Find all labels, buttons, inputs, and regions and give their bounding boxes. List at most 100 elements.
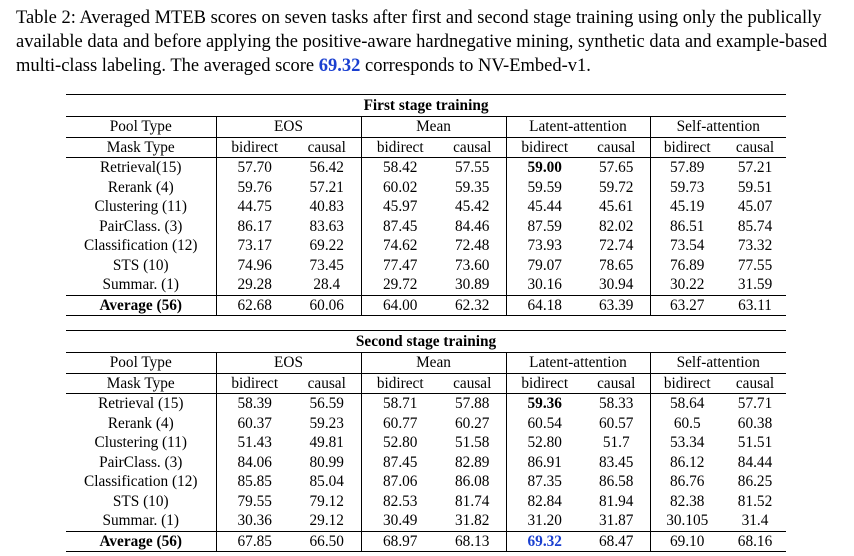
- pool-latent-attention: Latent-attention: [506, 352, 651, 374]
- score-cell: 57.71: [737, 395, 773, 412]
- mask-header: causal: [583, 136, 651, 158]
- table-row: STS (10) 79.55 79.12 82.53 81.74 82.84 81.94 82…: [66, 491, 786, 511]
- score-cell: 67.85: [216, 530, 293, 552]
- score-cell: 51.58: [439, 433, 507, 453]
- score-cell: 82.53: [383, 492, 418, 510]
- score-cell: 58.71: [383, 395, 418, 412]
- score-cell: 30.22: [670, 276, 705, 293]
- pool-self-attention: Self-attention: [650, 116, 787, 138]
- score-cell: 79.55: [237, 492, 272, 510]
- table-body: Retrieval (15) 58.39 56.59 58.71 57.88 59.36 5…: [66, 393, 787, 552]
- score-cell: 87.59: [527, 217, 562, 235]
- mask-header: causal: [439, 136, 507, 158]
- score-cell: 45.07: [737, 198, 773, 215]
- score-cell: 31.4: [741, 512, 769, 529]
- score-cell: 57.21: [293, 177, 362, 197]
- score-cell: 31.87: [583, 511, 651, 531]
- score-cell: 76.89: [670, 256, 705, 274]
- score-cell: 60.37: [237, 414, 272, 432]
- score-cell: 59.76: [237, 178, 272, 196]
- score-cell: 87.45: [383, 453, 418, 471]
- mask-header: bidirect: [506, 136, 583, 158]
- score-cell: 82.38: [670, 492, 705, 510]
- table-row: Rerank (4) 59.76 57.21 60.02 59.35 59.59 59.72…: [66, 177, 786, 197]
- table-row: Clustering (11) 44.75 40.83 45.97 45.42 45.44…: [66, 197, 786, 217]
- table-title: Second stage training: [66, 330, 787, 353]
- mask-header: bidirect: [361, 372, 439, 394]
- score-cell: 82.89: [439, 452, 507, 472]
- score-cell: 31.59: [737, 276, 773, 293]
- score-cell: 58.42: [383, 159, 418, 176]
- row-label: PairClass. (3): [66, 452, 217, 472]
- score-cell: 53.34: [670, 434, 705, 451]
- table-row: Classification (12) 85.85 85.04 87.06 86.08 8…: [66, 472, 786, 492]
- score-cell: 80.99: [293, 452, 362, 472]
- row-label: Clustering (11): [66, 433, 217, 453]
- score-cell: 87.06: [383, 473, 418, 490]
- score-cell: 74.96: [237, 256, 272, 274]
- score-cell: 45.19: [670, 198, 705, 215]
- score-cell: 85.85: [237, 473, 272, 490]
- score-cell: 60.5: [673, 414, 701, 432]
- score-cell: 73.93: [527, 237, 562, 254]
- row-label: STS (10): [66, 255, 217, 275]
- score-cell: 57.70: [237, 159, 272, 176]
- table-row: PairClass. (3) 86.17 83.63 87.45 84.46 87.59 8…: [66, 216, 786, 236]
- score-cell: 28.4: [293, 275, 362, 295]
- mask-header: bidirect: [216, 372, 293, 394]
- score-cell: 72.48: [439, 236, 507, 256]
- score-cell: 84.06: [237, 453, 272, 471]
- score-cell: 81.52: [737, 492, 773, 510]
- table-caption: Table 2: Averaged MTEB scores on seven t…: [16, 6, 842, 78]
- score-cell: 86.58: [583, 472, 651, 492]
- score-cell: 60.77: [383, 414, 418, 432]
- score-cell: 62.32: [439, 294, 507, 316]
- caption-highlight-score: 69.32: [318, 56, 361, 76]
- first-stage-table: First stage training Pool Type EOS Mean …: [66, 94, 787, 316]
- score-cell: 57.89: [670, 159, 705, 176]
- table-row: Summar. (1) 29.28 28.4 29.72 30.89 30.16 30.94…: [66, 275, 786, 295]
- mask-header: causal: [724, 372, 787, 394]
- mask-header: causal: [439, 372, 507, 394]
- score-cell: 57.21: [737, 159, 773, 176]
- score-cell: 52.80: [383, 434, 418, 451]
- score-cell: 29.12: [293, 511, 362, 531]
- score-cell: 86.91: [527, 453, 562, 471]
- score-cell: 72.74: [583, 236, 651, 256]
- score-cell: 82.84: [527, 492, 562, 510]
- score-cell: 86.25: [737, 473, 773, 490]
- row-label: Classification (12): [66, 472, 217, 492]
- score-cell: 87.45: [383, 217, 418, 235]
- score-cell: 84.44: [737, 453, 773, 471]
- score-cell: 30.105: [666, 512, 709, 529]
- score-cell: 49.81: [293, 433, 362, 453]
- score-cell: 79.12: [293, 491, 362, 511]
- score-cell: 86.17: [237, 217, 272, 235]
- mask-type-label: Mask Type: [66, 136, 217, 158]
- score-cell: 51.51: [737, 434, 773, 451]
- score-cell: 52.80: [527, 434, 562, 451]
- row-label: Average (56): [66, 530, 217, 552]
- score-cell: 60.57: [583, 413, 651, 433]
- score-cell: 82.02: [583, 216, 651, 236]
- pool-self-attention: Self-attention: [650, 352, 787, 374]
- pool-eos: EOS: [216, 116, 362, 138]
- score-cell: 73.17: [237, 237, 272, 254]
- score-cell: 85.04: [293, 472, 362, 492]
- mask-header: bidirect: [650, 372, 724, 394]
- pool-mean: Mean: [361, 116, 507, 138]
- score-cell: 68.47: [583, 530, 651, 552]
- score-cell: 31.82: [439, 511, 507, 531]
- score-cell: 68.97: [361, 530, 439, 552]
- score-cell: 59.35: [439, 177, 507, 197]
- row-label: Clustering (11): [66, 197, 217, 217]
- row-label: Classification (12): [66, 236, 217, 256]
- score-cell: 68.16: [724, 530, 787, 552]
- row-label: Retrieval (15): [66, 393, 217, 414]
- score-cell: 30.89: [439, 275, 507, 295]
- score-cell: 64.18: [506, 294, 583, 316]
- score-cell: 85.74: [737, 217, 773, 235]
- score-cell: 30.94: [583, 275, 651, 295]
- caption-suffix: corresponds to NV-Embed-v1.: [360, 56, 591, 76]
- score-cell: 59.72: [583, 177, 651, 197]
